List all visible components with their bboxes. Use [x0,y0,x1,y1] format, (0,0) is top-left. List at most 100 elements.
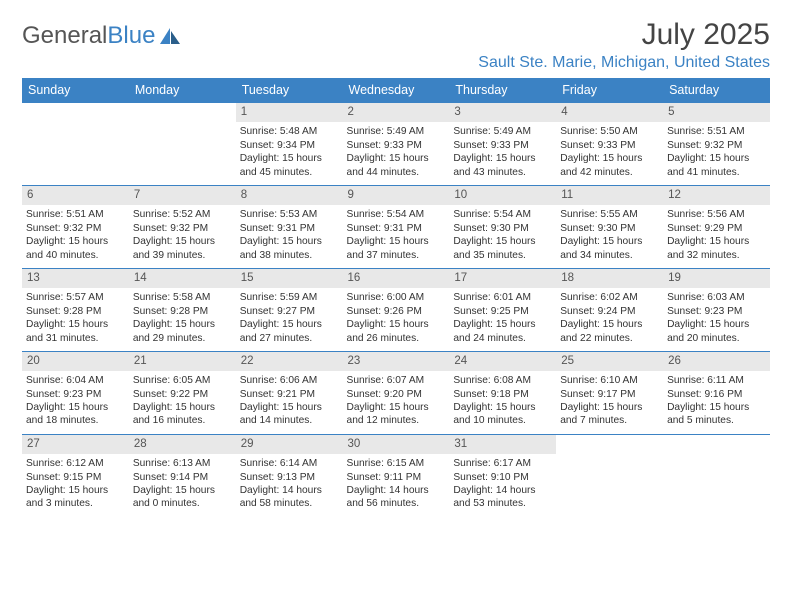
day-header: Thursday [449,78,556,103]
day-info: Sunrise: 5:51 AMSunset: 9:32 PMDaylight:… [26,208,125,262]
day-info: Sunrise: 5:51 AMSunset: 9:32 PMDaylight:… [667,125,766,179]
day-info: Sunrise: 6:15 AMSunset: 9:11 PMDaylight:… [347,457,446,511]
day-info: Sunrise: 5:58 AMSunset: 9:28 PMDaylight:… [133,291,232,345]
calendar-week: 27 Sunrise: 6:12 AMSunset: 9:15 PMDayligh… [22,434,770,516]
calendar-day: 14Sunrise: 5:58 AMSunset: 9:28 PMDayligh… [129,268,236,351]
calendar-day: 29Sunrise: 6:14 AMSunset: 9:13 PMDayligh… [236,434,343,516]
day-number: 15 [236,269,343,288]
calendar-day: 3 Sunrise: 5:49 AMSunset: 9:33 PMDaylight… [449,103,556,186]
title-block: July 2025 Sault Ste. Marie, Michigan, Un… [478,18,770,72]
calendar-week: 13 Sunrise: 5:57 AMSunset: 9:28 PMDayligh… [22,268,770,351]
day-number: 11 [556,186,663,205]
day-number: 1 [236,103,343,122]
day-number: 7 [129,186,236,205]
calendar-day: 7 Sunrise: 5:52 AMSunset: 9:32 PMDaylight… [129,185,236,268]
calendar-week: 20 Sunrise: 6:04 AMSunset: 9:23 PMDayligh… [22,351,770,434]
day-header: Monday [129,78,236,103]
day-number: 30 [343,435,450,454]
calendar-day: . [22,103,129,186]
day-info: Sunrise: 5:55 AMSunset: 9:30 PMDaylight:… [560,208,659,262]
calendar-day: 12Sunrise: 5:56 AMSunset: 9:29 PMDayligh… [663,185,770,268]
day-number: 12 [663,186,770,205]
day-number: 17 [449,269,556,288]
day-info: Sunrise: 5:48 AMSunset: 9:34 PMDaylight:… [240,125,339,179]
calendar-day: 24 Sunrise: 6:08 AMSunset: 9:18 PMDayligh… [449,351,556,434]
day-number: 20 [22,352,129,371]
day-info: Sunrise: 6:03 AMSunset: 9:23 PMDaylight:… [667,291,766,345]
day-number: 31 [449,435,556,454]
calendar-day: 8 Sunrise: 5:53 AMSunset: 9:31 PMDaylight… [236,185,343,268]
calendar-table: SundayMondayTuesdayWednesdayThursdayFrid… [22,78,770,517]
day-info: Sunrise: 6:12 AMSunset: 9:15 PMDaylight:… [26,457,125,511]
calendar-body: ..1Sunrise: 5:48 AMSunset: 9:34 PMDaylig… [22,103,770,517]
day-info: Sunrise: 6:04 AMSunset: 9:23 PMDaylight:… [26,374,125,428]
calendar-day: 10 Sunrise: 5:54 AMSunset: 9:30 PMDayligh… [449,185,556,268]
day-info: Sunrise: 6:10 AMSunset: 9:17 PMDaylight:… [560,374,659,428]
day-number: 5 [663,103,770,122]
day-info: Sunrise: 6:06 AMSunset: 9:21 PMDaylight:… [240,374,339,428]
calendar-day: . [129,103,236,186]
day-header: Saturday [663,78,770,103]
day-header: Tuesday [236,78,343,103]
day-header: Sunday [22,78,129,103]
header: GeneralBlue July 2025 Sault Ste. Marie, … [22,18,770,72]
day-info: Sunrise: 6:13 AMSunset: 9:14 PMDaylight:… [133,457,232,511]
day-number: 16 [343,269,450,288]
calendar-day: 22Sunrise: 6:06 AMSunset: 9:21 PMDayligh… [236,351,343,434]
logo-part1: General [22,22,107,49]
calendar-day: 11 Sunrise: 5:55 AMSunset: 9:30 PMDayligh… [556,185,663,268]
day-number: 13 [22,269,129,288]
day-number: 27 [22,435,129,454]
day-number: 3 [449,103,556,122]
calendar-day: 15 Sunrise: 5:59 AMSunset: 9:27 PMDayligh… [236,268,343,351]
day-info: Sunrise: 5:49 AMSunset: 9:33 PMDaylight:… [347,125,446,179]
day-info: Sunrise: 5:54 AMSunset: 9:31 PMDaylight:… [347,208,446,262]
day-number: 10 [449,186,556,205]
logo-text: GeneralBlue [22,22,155,50]
day-number: 2 [343,103,450,122]
calendar-day: 6 Sunrise: 5:51 AMSunset: 9:32 PMDaylight… [22,185,129,268]
calendar-day: 23 Sunrise: 6:07 AMSunset: 9:20 PMDayligh… [343,351,450,434]
day-number: 26 [663,352,770,371]
day-info: Sunrise: 6:07 AMSunset: 9:20 PMDaylight:… [347,374,446,428]
logo: GeneralBlue [22,22,181,50]
calendar-day: 2 Sunrise: 5:49 AMSunset: 9:33 PMDaylight… [343,103,450,186]
calendar-day: 18 Sunrise: 6:02 AMSunset: 9:24 PMDayligh… [556,268,663,351]
day-number: 28 [129,435,236,454]
calendar-day: 1 Sunrise: 5:48 AMSunset: 9:34 PMDaylight… [236,103,343,186]
calendar-day: 9Sunrise: 5:54 AMSunset: 9:31 PMDaylight… [343,185,450,268]
calendar-day: . [556,434,663,516]
calendar-day: . [663,434,770,516]
day-header-row: SundayMondayTuesdayWednesdayThursdayFrid… [22,78,770,103]
calendar-day: 5 Sunrise: 5:51 AMSunset: 9:32 PMDaylight… [663,103,770,186]
calendar-day: 25Sunrise: 6:10 AMSunset: 9:17 PMDayligh… [556,351,663,434]
calendar-day: 20 Sunrise: 6:04 AMSunset: 9:23 PMDayligh… [22,351,129,434]
day-number: 6 [22,186,129,205]
day-info: Sunrise: 5:49 AMSunset: 9:33 PMDaylight:… [453,125,552,179]
calendar-day: 28 Sunrise: 6:13 AMSunset: 9:14 PMDayligh… [129,434,236,516]
day-info: Sunrise: 5:53 AMSunset: 9:31 PMDaylight:… [240,208,339,262]
day-info: Sunrise: 5:57 AMSunset: 9:28 PMDaylight:… [26,291,125,345]
day-info: Sunrise: 6:02 AMSunset: 9:24 PMDaylight:… [560,291,659,345]
day-number: 8 [236,186,343,205]
calendar-day: 30 Sunrise: 6:15 AMSunset: 9:11 PMDayligh… [343,434,450,516]
calendar-day: 31Sunrise: 6:17 AMSunset: 9:10 PMDayligh… [449,434,556,516]
day-info: Sunrise: 5:59 AMSunset: 9:27 PMDaylight:… [240,291,339,345]
calendar-day: 26Sunrise: 6:11 AMSunset: 9:16 PMDayligh… [663,351,770,434]
day-number: 4 [556,103,663,122]
day-number: 24 [449,352,556,371]
day-number: 18 [556,269,663,288]
day-info: Sunrise: 6:05 AMSunset: 9:22 PMDaylight:… [133,374,232,428]
day-info: Sunrise: 5:52 AMSunset: 9:32 PMDaylight:… [133,208,232,262]
day-header: Friday [556,78,663,103]
calendar-day: 17Sunrise: 6:01 AMSunset: 9:25 PMDayligh… [449,268,556,351]
day-info: Sunrise: 6:08 AMSunset: 9:18 PMDaylight:… [453,374,552,428]
calendar-week: ..1Sunrise: 5:48 AMSunset: 9:34 PMDaylig… [22,103,770,186]
day-info: Sunrise: 6:14 AMSunset: 9:13 PMDaylight:… [240,457,339,511]
calendar-day: 16Sunrise: 6:00 AMSunset: 9:26 PMDayligh… [343,268,450,351]
day-number: 23 [343,352,450,371]
page-title: July 2025 [478,18,770,52]
calendar-day: 21Sunrise: 6:05 AMSunset: 9:22 PMDayligh… [129,351,236,434]
day-info: Sunrise: 5:54 AMSunset: 9:30 PMDaylight:… [453,208,552,262]
day-info: Sunrise: 5:50 AMSunset: 9:33 PMDaylight:… [560,125,659,179]
